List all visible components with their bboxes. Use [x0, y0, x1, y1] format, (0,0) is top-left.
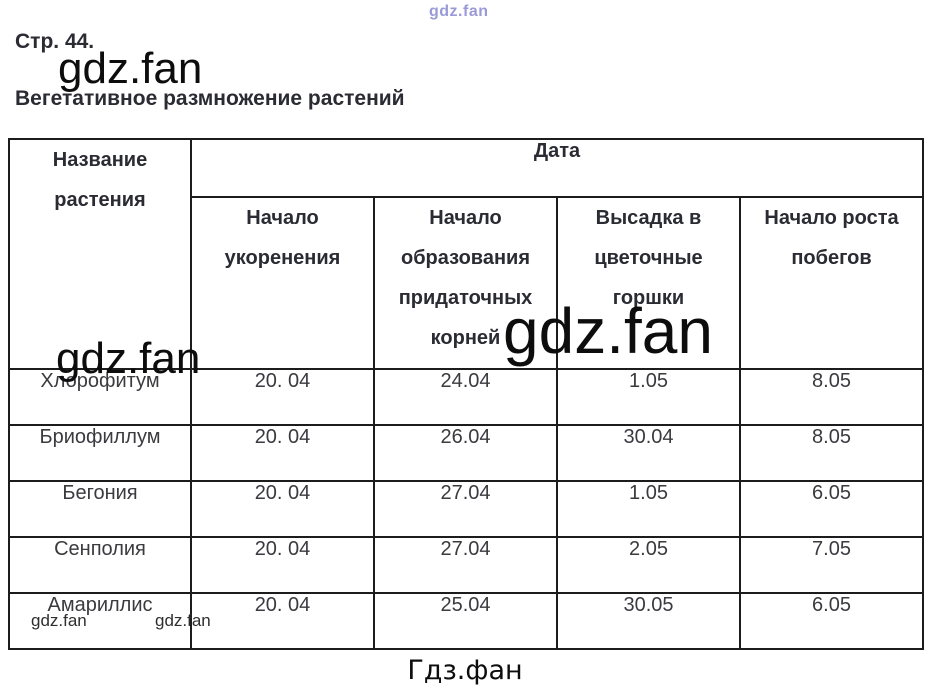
watermark-middle: gdz.fan — [56, 334, 201, 383]
plants-table: Название растения Дата Начало укоренения… — [8, 138, 925, 650]
date-cell: 7.05 — [738, 536, 925, 594]
date-cell: 20. 04 — [190, 592, 375, 650]
watermark-bottom-right: gdz.fan — [155, 611, 211, 630]
date-cell: 20. 04 — [190, 424, 375, 482]
column-header-rooting-start: Начало укоренения — [190, 196, 375, 370]
table-header-row-1: Название растения Дата — [8, 138, 925, 370]
watermark-top: gdz.fan — [429, 3, 489, 20]
date-cell: 6.05 — [738, 592, 925, 650]
watermark-big: gdz.fan — [503, 295, 713, 367]
date-cell: 6.05 — [738, 480, 925, 538]
table-row: Хлорофитум 20. 04 24.04 1.05 8.05 — [8, 368, 925, 426]
plant-name-cell: Сенполия — [8, 536, 192, 594]
date-cell: 30.05 — [556, 592, 741, 650]
date-cell: 1.05 — [556, 480, 741, 538]
column-header-plant-name: Название растения — [8, 138, 192, 370]
page-title: Вегетативное размножение растений — [15, 87, 405, 110]
table-row: Бегония 20. 04 27.04 1.05 6.05 — [8, 480, 925, 538]
date-cell: 30.04 — [556, 424, 741, 482]
date-cell: 24.04 — [373, 368, 558, 426]
table-header-row-2: Начало укоренения Начало образования при… — [9, 196, 925, 370]
table-row: Сенполия 20. 04 27.04 2.05 7.05 — [8, 536, 925, 594]
date-cell: 8.05 — [738, 424, 925, 482]
watermark-upper: gdz.fan — [58, 44, 203, 93]
column-header-date: Дата — [189, 138, 925, 198]
date-cell: 26.04 — [373, 424, 558, 482]
column-header-potting: Высадка в цветочные горшки — [556, 196, 741, 370]
column-header-shoot-growth: Начало роста побегов — [738, 196, 925, 370]
plant-name-cell: Бегония — [8, 480, 192, 538]
date-cell: 20. 04 — [190, 480, 375, 538]
footer-brand: Гдз.фан — [407, 655, 523, 686]
date-cell: 27.04 — [373, 536, 558, 594]
date-cell: 1.05 — [556, 368, 741, 426]
date-cell: 2.05 — [556, 536, 741, 594]
date-cell: 27.04 — [373, 480, 558, 538]
watermark-bottom-left: gdz.fan — [31, 611, 87, 630]
date-cell: 25.04 — [373, 592, 558, 650]
page-number-label: Стр. 44. — [15, 30, 95, 53]
date-cell: 20. 04 — [190, 536, 375, 594]
plant-name-cell: Амариллис — [8, 592, 192, 650]
plant-name-cell: Бриофиллум — [8, 424, 192, 482]
table-row: Амариллис 20. 04 25.04 30.05 6.05 — [8, 592, 925, 650]
date-cell: 8.05 — [738, 368, 925, 426]
plant-name-cell: Хлорофитум — [8, 368, 192, 426]
column-header-adventitious-roots: Начало образования придаточных корней — [373, 196, 558, 370]
table-row: Бриофиллум 20. 04 26.04 30.04 8.05 — [8, 424, 925, 482]
date-cell: 20. 04 — [190, 368, 375, 426]
